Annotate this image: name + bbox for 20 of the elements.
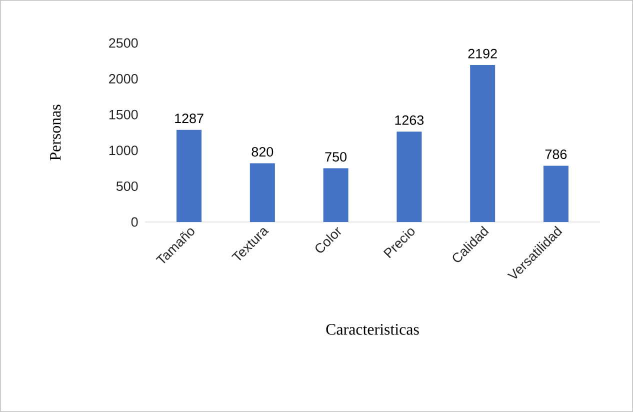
bar: [323, 168, 348, 222]
data-label: 1263: [395, 115, 424, 125]
bar: [396, 132, 422, 222]
y-tick-label: 2500: [109, 38, 138, 48]
x-axis-title: Caracteristicas: [326, 324, 419, 335]
bar: [176, 130, 202, 222]
bar: [250, 163, 275, 222]
data-label: 786: [545, 150, 567, 160]
bar: [543, 166, 568, 222]
y-axis-title: Personas: [50, 104, 61, 160]
data-label: 1287: [175, 114, 204, 124]
data-label: 820: [252, 147, 274, 157]
data-label: 750: [325, 152, 346, 162]
y-tick-label: 1500: [109, 110, 138, 120]
y-tick-label: 1000: [109, 146, 138, 156]
data-label: 2192: [468, 48, 497, 58]
y-tick-label: 2000: [109, 74, 138, 84]
y-tick-label: 500: [116, 181, 138, 191]
bar: [470, 65, 496, 222]
y-tick-label: 0: [131, 217, 138, 227]
